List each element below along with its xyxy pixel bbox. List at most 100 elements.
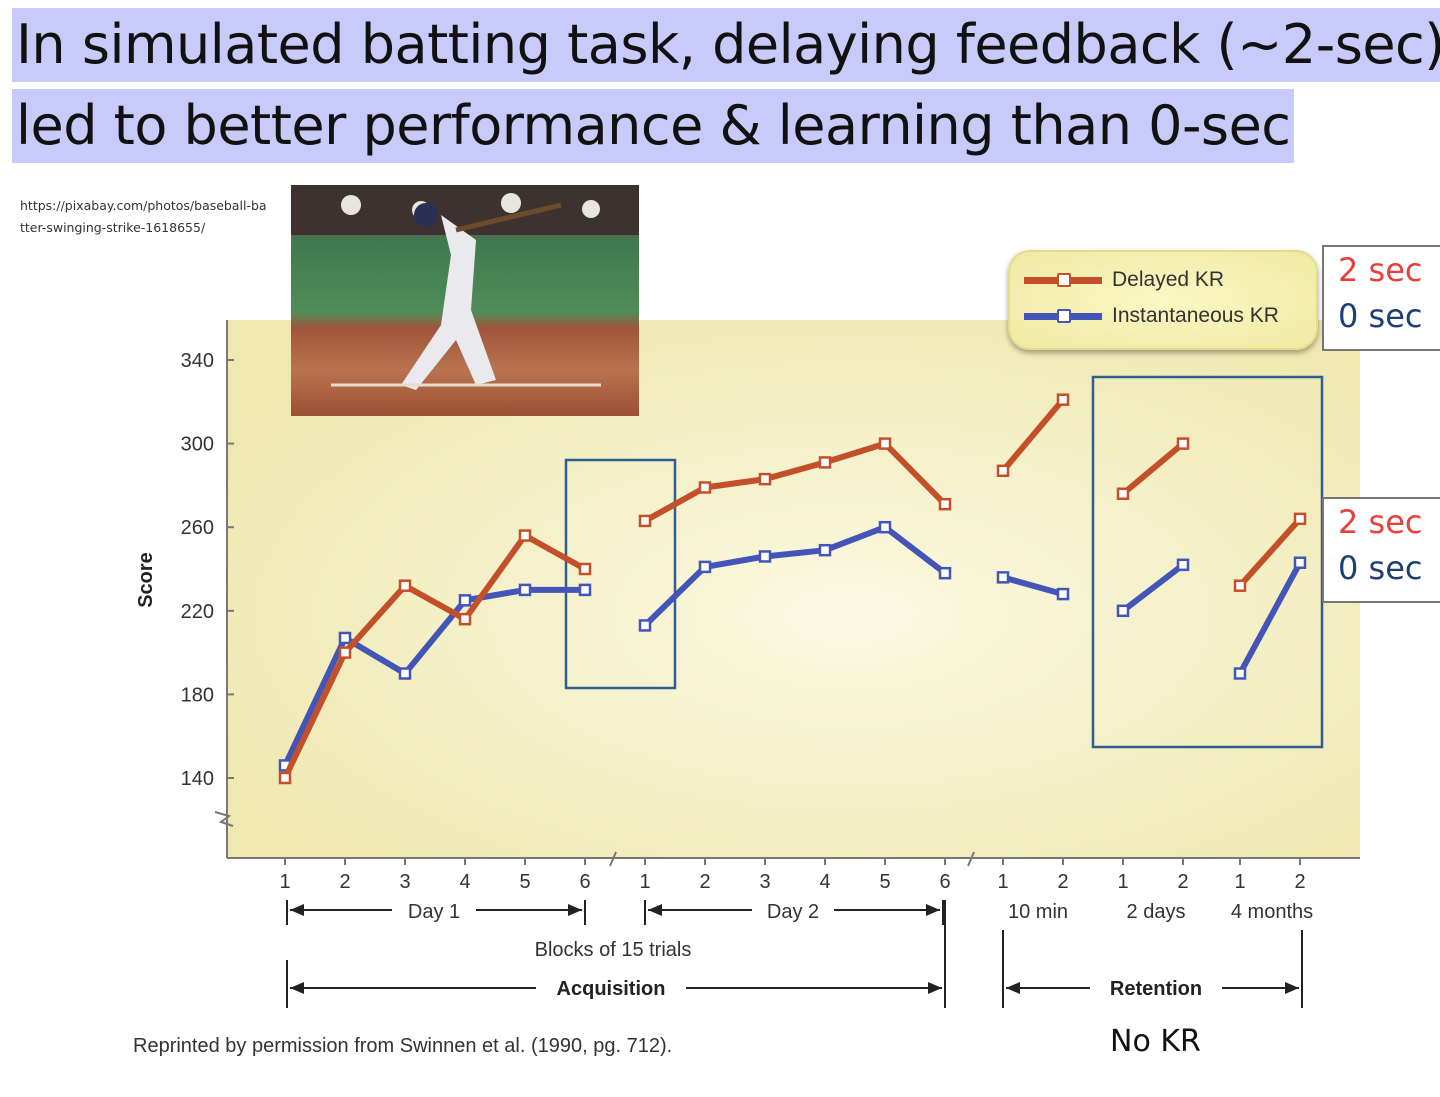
data-point-delayed [996, 464, 1010, 478]
data-point-delayed [758, 472, 772, 486]
slide-title-line-1: In simulated batting task, delaying feed… [12, 8, 1440, 82]
annotation-box-bottom: 2 sec 0 sec [1322, 497, 1440, 603]
data-point-instant [458, 594, 472, 607]
y-tick-label: 260 [181, 517, 214, 539]
x-tick-label: 1 [1117, 871, 1128, 893]
data-point-instant [638, 619, 652, 632]
series-line-delayed [282, 532, 587, 780]
x-tick-label: 2 [1057, 871, 1068, 893]
data-point-delayed [458, 612, 472, 626]
y-tick-label: 220 [181, 601, 214, 623]
y-axis-label: Score [135, 552, 157, 608]
data-point-instant [938, 566, 952, 580]
data-point-instant [996, 571, 1010, 584]
annotation-top-2sec: 2 sec [1338, 251, 1423, 289]
series-line-instant [642, 524, 947, 628]
data-point-instant [1116, 604, 1130, 618]
batter-figure [291, 185, 639, 390]
x-tick-label: 4 [459, 871, 470, 893]
data-point-instant [1176, 558, 1190, 572]
photo-source-url[interactable]: https://pixabay.com/photos/baseball-batt… [20, 198, 267, 235]
y-tick-label: 180 [181, 684, 214, 706]
x-tick-label: 4 [819, 871, 830, 893]
data-point-delayed [1056, 393, 1070, 406]
data-point-instant [1056, 587, 1070, 601]
x-tick-label: 2 [1294, 871, 1305, 893]
x-tick-label: 1 [997, 871, 1008, 893]
x-tick-label: 1 [1234, 871, 1245, 893]
y-tick-label: 340 [181, 350, 214, 372]
data-point-delayed [578, 562, 592, 576]
highlight-box-day2-block1 [564, 458, 677, 690]
legend-line-instant-icon [1024, 308, 1102, 323]
bracket-arrowheads [290, 904, 1299, 994]
slide-title-line-2: led to better performance & learning tha… [12, 89, 1295, 163]
x-tick-label: 6 [579, 871, 590, 893]
legend-line-delayed-icon [1024, 272, 1102, 287]
group-label-4months: 4 months [1231, 901, 1313, 923]
data-point-delayed [278, 771, 292, 785]
data-point-delayed [1116, 487, 1130, 501]
group-label-day2: Day 2 [767, 901, 819, 923]
series-line-instant [1121, 562, 1185, 614]
legend-item-instant: Instantaneous KR [1024, 304, 1279, 328]
data-point-delayed [638, 514, 652, 528]
group-brackets [286, 900, 1303, 1008]
x-tick-label: 5 [519, 871, 530, 893]
chart-legend: Delayed KR Instantaneous KR [1008, 250, 1318, 350]
legend-label-instant: Instantaneous KR [1112, 304, 1279, 327]
x-axis-break [609, 851, 975, 867]
series-line-instant [282, 586, 585, 767]
data-point-delayed [1176, 437, 1190, 450]
data-point-delayed [1233, 579, 1247, 592]
y-axis-break [214, 811, 234, 827]
series-line-delayed [1237, 516, 1303, 588]
no-kr-label: No KR [1110, 1024, 1201, 1059]
annotation-box-top: 2 sec 0 sec [1322, 245, 1440, 351]
data-point-delayed [938, 497, 952, 511]
x-tick-label: 1 [279, 871, 290, 893]
x-tick-label: 2 [339, 871, 350, 893]
data-point-instant [398, 667, 412, 680]
legend-item-delayed: Delayed KR [1024, 268, 1224, 292]
acquisition-label: Acquisition [557, 978, 666, 1000]
x-axis-label: Blocks of 15 trials [535, 939, 692, 961]
data-point-delayed [818, 456, 832, 469]
x-tick-label: 2 [699, 871, 710, 893]
legend-label-delayed: Delayed KR [1112, 268, 1225, 291]
data-point-instant [578, 583, 592, 597]
data-point-delayed [1293, 512, 1307, 526]
series-line-instant [1237, 561, 1303, 675]
x-tick-label: 3 [759, 871, 770, 893]
baseball-batter-photo [291, 185, 639, 416]
series-line-instant [1002, 574, 1064, 597]
data-point-instant [878, 520, 892, 534]
retention-label: Retention [1110, 978, 1202, 1000]
data-point-instant [338, 631, 352, 645]
y-tick-label: 300 [181, 434, 214, 456]
data-point-delayed [518, 529, 532, 542]
y-tick-label: 140 [181, 768, 214, 790]
annotation-bottom-2sec: 2 sec [1338, 503, 1423, 541]
series-line-delayed [1121, 441, 1185, 497]
data-point-delayed [338, 646, 352, 659]
group-label-10min: 10 min [1008, 901, 1068, 923]
data-point-instant [518, 583, 532, 597]
series-line-delayed [643, 440, 948, 524]
x-tick-label: 1 [639, 871, 650, 893]
credit-text: Reprinted by permission from Swinnen et … [133, 1035, 673, 1057]
x-tick-label: 3 [399, 871, 410, 893]
x-tick-label: 5 [879, 871, 890, 893]
data-point-instant [698, 560, 712, 574]
group-label-day1: Day 1 [408, 901, 460, 923]
data-point-delayed [398, 579, 412, 592]
annotation-top-0sec: 0 sec [1338, 297, 1423, 335]
group-label-2days: 2 days [1127, 901, 1186, 923]
data-point-instant [758, 550, 772, 563]
data-point-instant [818, 543, 832, 557]
data-point-delayed [698, 481, 712, 494]
data-point-delayed [878, 437, 892, 450]
data-point-instant [1233, 667, 1247, 680]
x-tick-label: 6 [939, 871, 950, 893]
